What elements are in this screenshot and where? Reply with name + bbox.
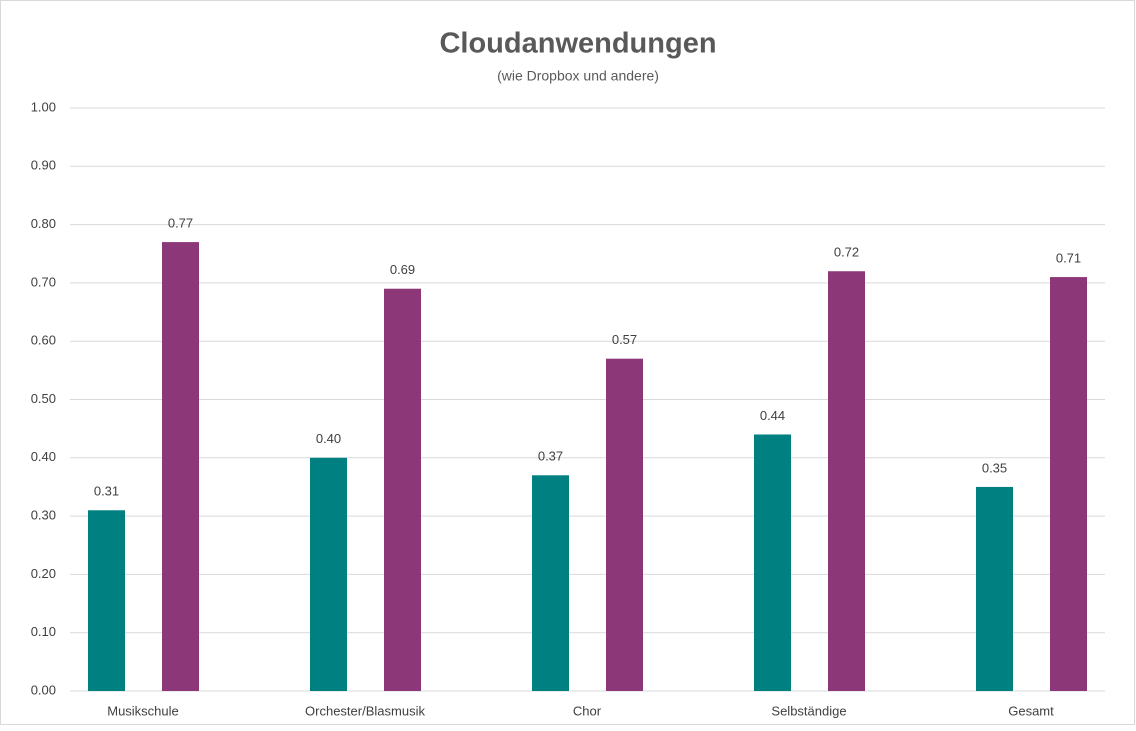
- bar: [88, 510, 125, 691]
- bar: [532, 475, 569, 691]
- y-tick-label: 0.80: [31, 216, 56, 231]
- bar: [976, 486, 1013, 691]
- data-label: 0.37: [538, 449, 563, 464]
- data-label: 0.77: [168, 216, 193, 231]
- data-label: 0.44: [760, 408, 785, 423]
- y-tick-label: 0.50: [31, 391, 56, 406]
- data-label: 0.40: [316, 431, 341, 446]
- bar: [1050, 277, 1087, 691]
- bar: [162, 242, 199, 691]
- y-tick-label: 1.00: [31, 99, 56, 114]
- bar: [828, 271, 865, 691]
- data-label: 0.72: [834, 245, 859, 260]
- y-tick-label: 0.20: [31, 566, 56, 581]
- data-label: 0.35: [982, 460, 1007, 475]
- x-tick-label: Orchester/Blasmusik: [305, 703, 425, 718]
- y-tick-label: 0.70: [31, 274, 56, 289]
- chart-title: Cloudanwendungen: [439, 28, 716, 60]
- y-tick-label: 0.40: [31, 449, 56, 464]
- bar: [384, 288, 421, 691]
- x-tick-label: Selbständige: [771, 703, 846, 718]
- data-label: 0.31: [94, 484, 119, 499]
- bar: [310, 457, 347, 691]
- y-tick-label: 0.30: [31, 508, 56, 523]
- x-tick-label: Gesamt: [1008, 703, 1054, 718]
- bar: [606, 358, 643, 691]
- x-tick-label: Musikschule: [107, 703, 179, 718]
- chart-subtitle: (wie Dropbox und andere): [497, 68, 659, 84]
- y-tick-label: 0.90: [31, 158, 56, 173]
- data-label: 0.57: [612, 332, 637, 347]
- x-tick-label: Chor: [573, 703, 602, 718]
- y-tick-label: 0.60: [31, 333, 56, 348]
- data-label: 0.69: [390, 262, 415, 277]
- data-label: 0.71: [1056, 251, 1081, 266]
- bar: [754, 434, 791, 691]
- y-tick-label: 0.00: [31, 682, 56, 697]
- y-tick-label: 0.10: [31, 624, 56, 639]
